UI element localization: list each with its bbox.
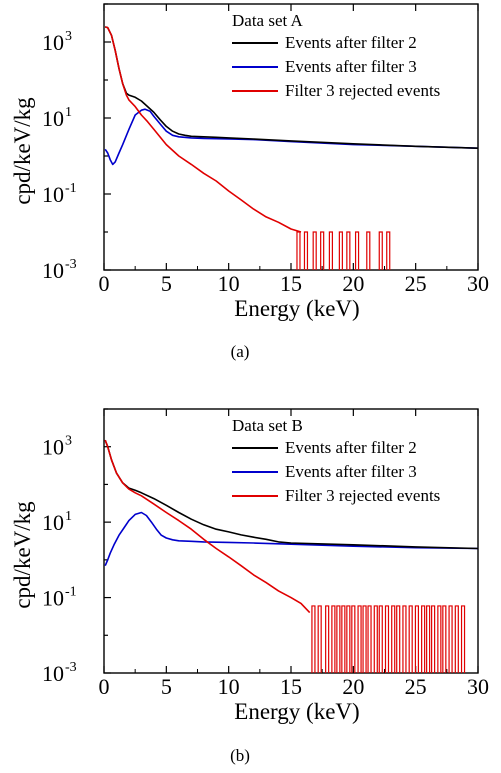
y-tick-exponent: 1	[65, 509, 72, 524]
y-tick-exponent: -3	[65, 257, 77, 272]
rejected-spike	[331, 605, 336, 673]
x-tick-label: 15	[280, 674, 302, 699]
rejected-spike	[460, 605, 466, 673]
rejected-spike	[311, 605, 316, 673]
y-axis-title: cpd/keV/kg	[10, 97, 35, 205]
y-tick-label: 10	[42, 435, 64, 460]
rejected-spike	[312, 231, 317, 270]
dataset-label: Data set B	[232, 416, 303, 435]
data-area	[104, 439, 478, 673]
series-line-rejected	[104, 26, 302, 233]
rejected-spike	[341, 605, 346, 673]
y-tick-label: 10	[42, 182, 64, 207]
dataset-label: Data set A	[232, 11, 304, 30]
rejected-spike	[414, 605, 420, 673]
y-tick-exponent: -1	[65, 181, 77, 196]
x-tick-label: 5	[161, 674, 172, 699]
rejected-spike	[351, 605, 356, 673]
y-tick-label: 10	[42, 106, 64, 131]
y-tick-label: 10	[42, 30, 64, 55]
rejected-spike	[346, 231, 351, 270]
x-tick-label: 10	[218, 674, 240, 699]
rejected-spike	[362, 605, 367, 673]
rejected-spike	[296, 231, 301, 270]
series-line-filter3	[104, 108, 478, 166]
rejected-spike	[396, 605, 401, 673]
rejected-spike	[354, 231, 360, 270]
y-tick-exponent: -3	[65, 660, 77, 675]
legend-label: Events after filter 3	[285, 57, 417, 76]
rejected-spike	[346, 605, 351, 673]
x-tick-label: 0	[99, 674, 110, 699]
rejected-spike	[384, 605, 390, 673]
panel-caption: (b)	[230, 746, 250, 765]
rejected-spike	[303, 231, 309, 270]
legend-label: Filter 3 rejected events	[285, 81, 440, 100]
series-line-filter3	[104, 511, 478, 567]
rejected-spike	[391, 605, 396, 673]
x-tick-label: 30	[467, 271, 489, 296]
rejected-spike	[317, 605, 322, 673]
x-axis-title: Energy (keV)	[234, 296, 359, 321]
rejected-spike	[367, 605, 372, 673]
legend-label: Filter 3 rejected events	[285, 486, 440, 505]
rejected-spike	[325, 605, 330, 673]
rejected-spike	[373, 605, 378, 673]
rejected-spike	[328, 231, 333, 270]
y-tick-exponent: -1	[65, 585, 77, 600]
rejected-spike	[408, 605, 413, 673]
x-tick-label: 10	[218, 271, 240, 296]
rejected-spike	[366, 231, 371, 270]
rejected-spike	[336, 605, 341, 673]
rejected-spike	[421, 605, 426, 673]
y-tick-label: 10	[42, 510, 64, 535]
y-tick-exponent: 3	[65, 434, 72, 449]
rejected-spike	[448, 605, 453, 673]
legend-label: Events after filter 2	[285, 438, 417, 457]
panel-caption: (a)	[231, 342, 250, 361]
x-tick-label: 15	[280, 271, 302, 296]
legend-label: Events after filter 2	[285, 33, 417, 52]
rejected-spike	[442, 605, 447, 673]
y-tick-label: 10	[42, 661, 64, 686]
rejected-spike	[378, 605, 383, 673]
rejected-spike	[431, 605, 436, 673]
y-tick-exponent: 1	[65, 105, 72, 120]
rejected-spike	[454, 605, 459, 673]
x-tick-label: 30	[467, 674, 489, 699]
y-tick-exponent: 3	[65, 29, 72, 44]
rejected-spike	[378, 231, 383, 270]
x-axis-title: Energy (keV)	[234, 699, 359, 724]
rejected-spike	[437, 605, 442, 673]
rejected-spike	[386, 231, 391, 270]
legend-label: Events after filter 3	[285, 462, 417, 481]
series-line-rejected	[104, 439, 311, 614]
rejected-spike	[338, 231, 343, 270]
x-tick-label: 25	[405, 674, 427, 699]
y-tick-label: 10	[42, 586, 64, 611]
x-tick-label: 25	[405, 271, 427, 296]
x-tick-label: 20	[342, 271, 364, 296]
x-tick-label: 0	[99, 271, 110, 296]
x-tick-label: 5	[161, 271, 172, 296]
data-area	[104, 26, 478, 270]
y-tick-label: 10	[42, 258, 64, 283]
y-axis-title: cpd/keV/kg	[10, 501, 35, 609]
rejected-spike	[402, 605, 407, 673]
rejected-spike	[357, 605, 362, 673]
x-tick-label: 20	[342, 674, 364, 699]
rejected-spike	[426, 605, 431, 673]
rejected-spike	[320, 231, 325, 270]
